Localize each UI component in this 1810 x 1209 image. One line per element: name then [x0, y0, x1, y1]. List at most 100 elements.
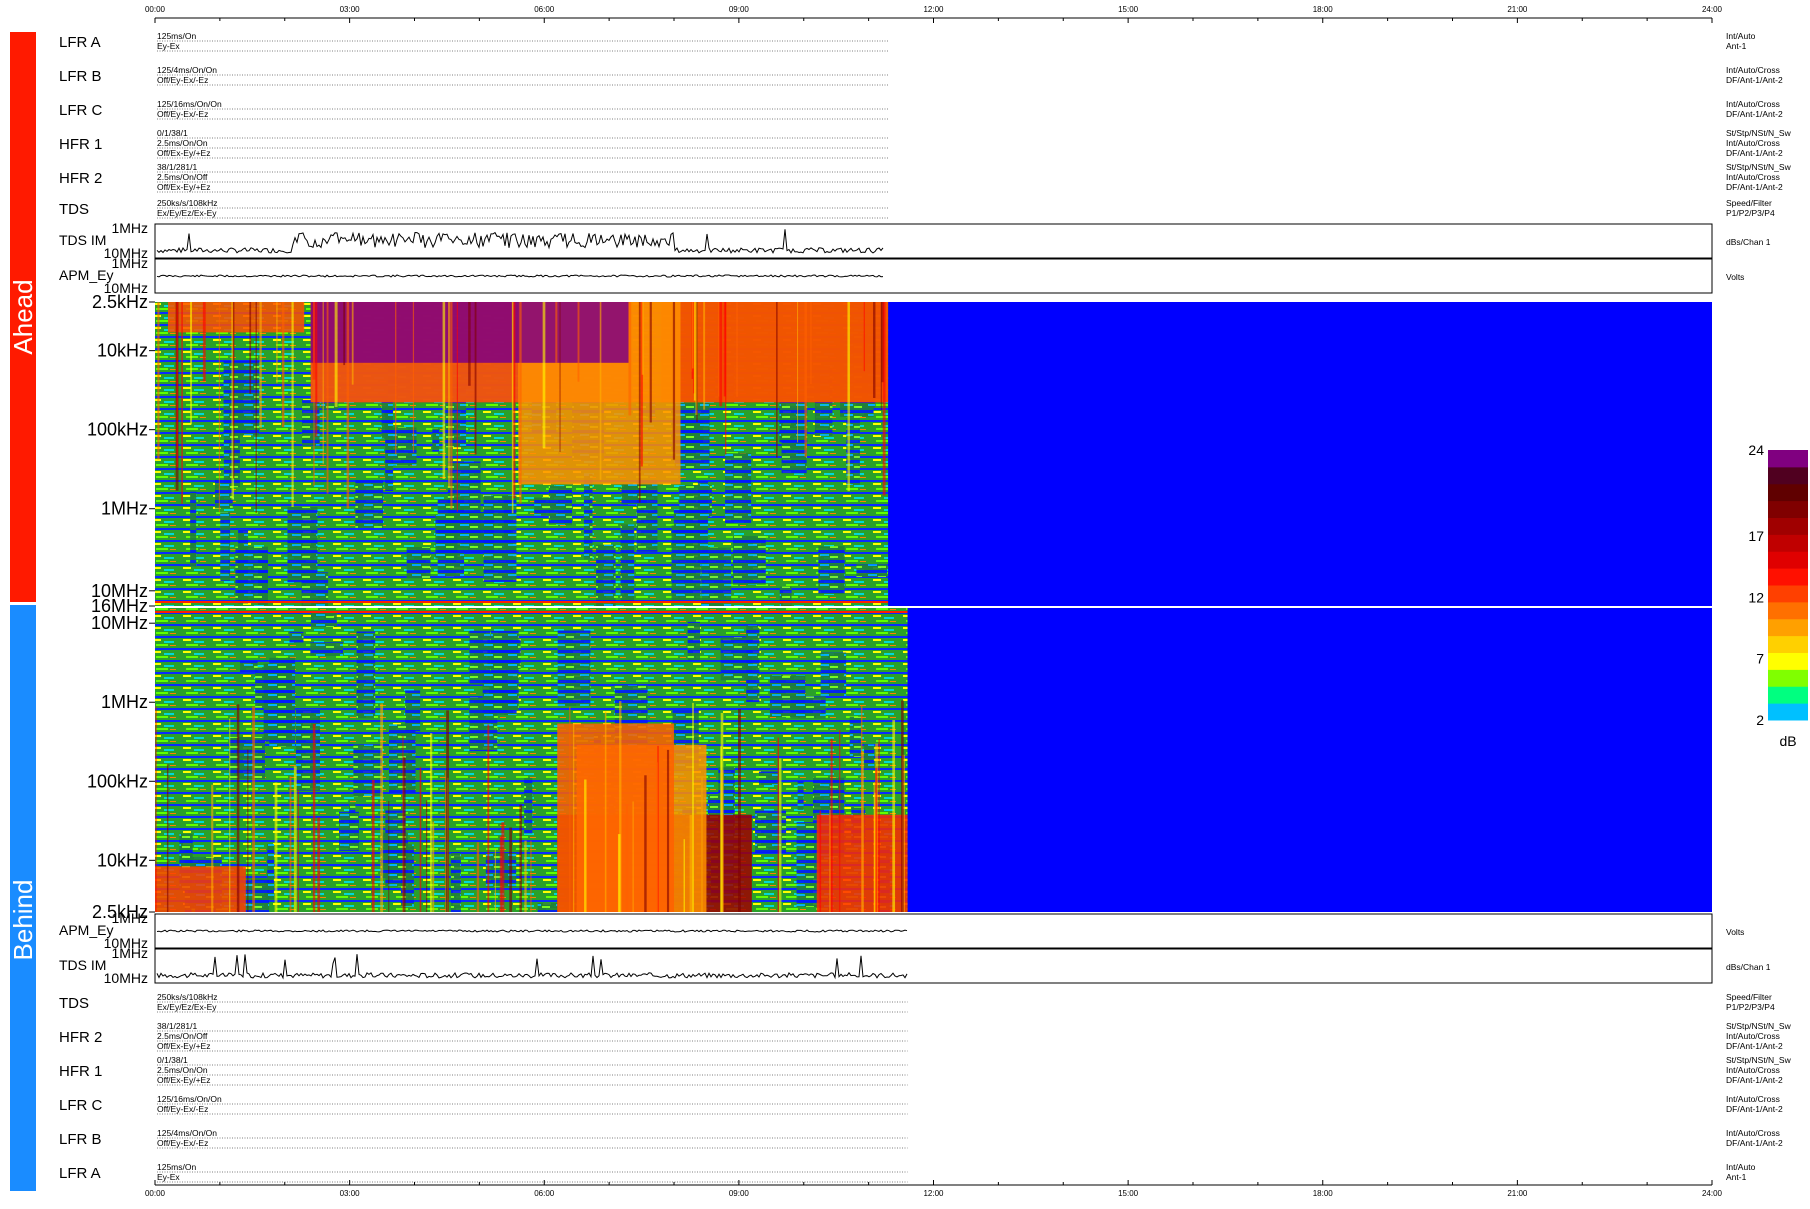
instrument-mode: Int/Auto/Cross — [1726, 1128, 1780, 1138]
ahead-label: Ahead — [8, 279, 38, 354]
panel-y-tick-bottom: 10MHz — [104, 935, 148, 951]
instrument-label: HFR 2 — [59, 1029, 102, 1046]
colorbar-swatch — [1768, 517, 1808, 535]
y-tick-label: 10MHz — [91, 613, 148, 633]
instrument-setting: 2.5ms/On/Off — [157, 172, 208, 182]
emission-region — [557, 723, 674, 912]
instrument-mode: DF/Ant-1/Ant-2 — [1726, 75, 1783, 85]
burst-streak — [619, 701, 622, 912]
time-tick-label: 18:00 — [1313, 5, 1334, 14]
burst-streak — [419, 767, 422, 912]
burst-streak — [255, 302, 257, 514]
low-intensity-patch — [295, 709, 320, 791]
low-intensity-patch — [190, 491, 197, 567]
burst-streak — [252, 706, 256, 912]
ahead-bar — [10, 32, 36, 602]
burst-streak — [511, 302, 514, 514]
time-tick-label: 00:00 — [145, 1189, 166, 1198]
panel-label: TDS IM — [59, 232, 106, 248]
burst-streak — [190, 302, 193, 425]
time-axis-bottom: 00:00 03:00 06:00 09:00 12:00 15:00 18:00 21:00… — [145, 1180, 1723, 1198]
instrument-setting: Off/Ey-Ex/-Ez — [157, 1138, 208, 1148]
instrument-label: LFR A — [59, 34, 101, 51]
panel-frame — [154, 223, 1713, 259]
panel-frame — [154, 948, 1713, 984]
time-tick-label: 00:00 — [145, 5, 166, 14]
burst-streak — [873, 302, 876, 398]
low-intensity-patch — [235, 546, 268, 601]
burst-streak — [509, 827, 513, 912]
panel-y-tick-bottom: 10MHz — [104, 970, 148, 986]
burst-streak — [804, 302, 807, 457]
instrument-setting: 2.5ms/On/On — [157, 138, 208, 148]
y-tick-label: 100kHz — [87, 420, 148, 440]
instrument-mode: DF/Ant-1/Ant-2 — [1726, 109, 1783, 119]
burst-streak — [882, 302, 886, 496]
low-intensity-patch — [220, 512, 231, 581]
burst-streak — [736, 302, 738, 397]
burst-streak — [719, 302, 723, 407]
instrument-setting: 125/16ms/On/On — [157, 1094, 222, 1104]
instrument-mode: St/Stp/NSt/N_Sw — [1726, 162, 1792, 172]
low-intensity-patch — [673, 509, 708, 538]
low-intensity-patch — [725, 453, 752, 523]
panel-unit: dBs/Chan 1 — [1726, 962, 1771, 972]
burst-streak — [388, 801, 390, 912]
burst-streak — [289, 776, 292, 912]
time-tick-label: 03:00 — [340, 1189, 361, 1198]
burst-streak — [317, 817, 321, 912]
low-intensity-patch — [269, 657, 296, 747]
colorbar-swatch — [1768, 450, 1808, 468]
instrument-label: TDS — [59, 201, 89, 218]
low-intensity-patch — [287, 506, 318, 583]
time-tick-label: 06:00 — [534, 1189, 555, 1198]
burst-streak — [501, 822, 505, 912]
burst-streak — [693, 302, 696, 401]
instrument-mode: Ant-1 — [1726, 1172, 1747, 1182]
instrument-label: LFR C — [59, 102, 103, 119]
behind-tds-im: TDS IM 1MHz 10MHz dBs/Chan 1 — [59, 945, 1771, 986]
burst-streak — [232, 302, 235, 479]
panel-trace — [156, 954, 908, 980]
burst-streak — [666, 749, 670, 912]
time-tick-label: 09:00 — [729, 5, 750, 14]
burst-streak — [777, 737, 780, 912]
burst-streak — [432, 821, 435, 912]
instrument-mode: Int/Auto/Cross — [1726, 172, 1780, 182]
burst-streak — [632, 801, 634, 912]
time-tick-label: 09:00 — [729, 1189, 750, 1198]
time-tick-label: 18:00 — [1313, 1189, 1334, 1198]
burst-streak — [524, 840, 527, 912]
time-axis-top: 00:00 03:00 06:00 09:00 12:00 15:00 18:00 21:00… — [145, 5, 1723, 23]
burst-streak — [334, 302, 338, 408]
burst-streak — [236, 704, 240, 912]
y-tick-label: 1MHz — [101, 499, 148, 519]
panel-unit: Volts — [1726, 272, 1744, 282]
colorbar-swatch — [1768, 568, 1808, 586]
burst-streak — [819, 810, 822, 912]
low-intensity-patch — [701, 547, 732, 606]
colorbar-swatch — [1768, 585, 1808, 603]
low-intensity-patch — [405, 690, 421, 732]
burst-streak — [229, 718, 231, 912]
instrument-setting: 125/16ms/On/On — [157, 99, 222, 109]
instrument-label: HFR 2 — [59, 170, 102, 187]
burst-streak — [346, 302, 350, 509]
burst-streak — [474, 302, 477, 455]
panel-trace — [156, 274, 884, 278]
time-tick-label: 24:00 — [1702, 5, 1723, 14]
low-intensity-patch — [797, 781, 804, 810]
instrument-mode: DF/Ant-1/Ant-2 — [1726, 1138, 1783, 1148]
burst-streak — [796, 302, 799, 443]
burst-streak — [519, 804, 522, 912]
instrument-setting: Ex/Ey/Ez/Ex-Ey — [157, 208, 217, 218]
instrument-label: LFR B — [59, 68, 102, 85]
instrument-label: HFR 1 — [59, 1063, 102, 1080]
burst-streak — [442, 302, 446, 480]
low-intensity-patch — [356, 631, 376, 719]
panel-frame — [154, 913, 1713, 949]
